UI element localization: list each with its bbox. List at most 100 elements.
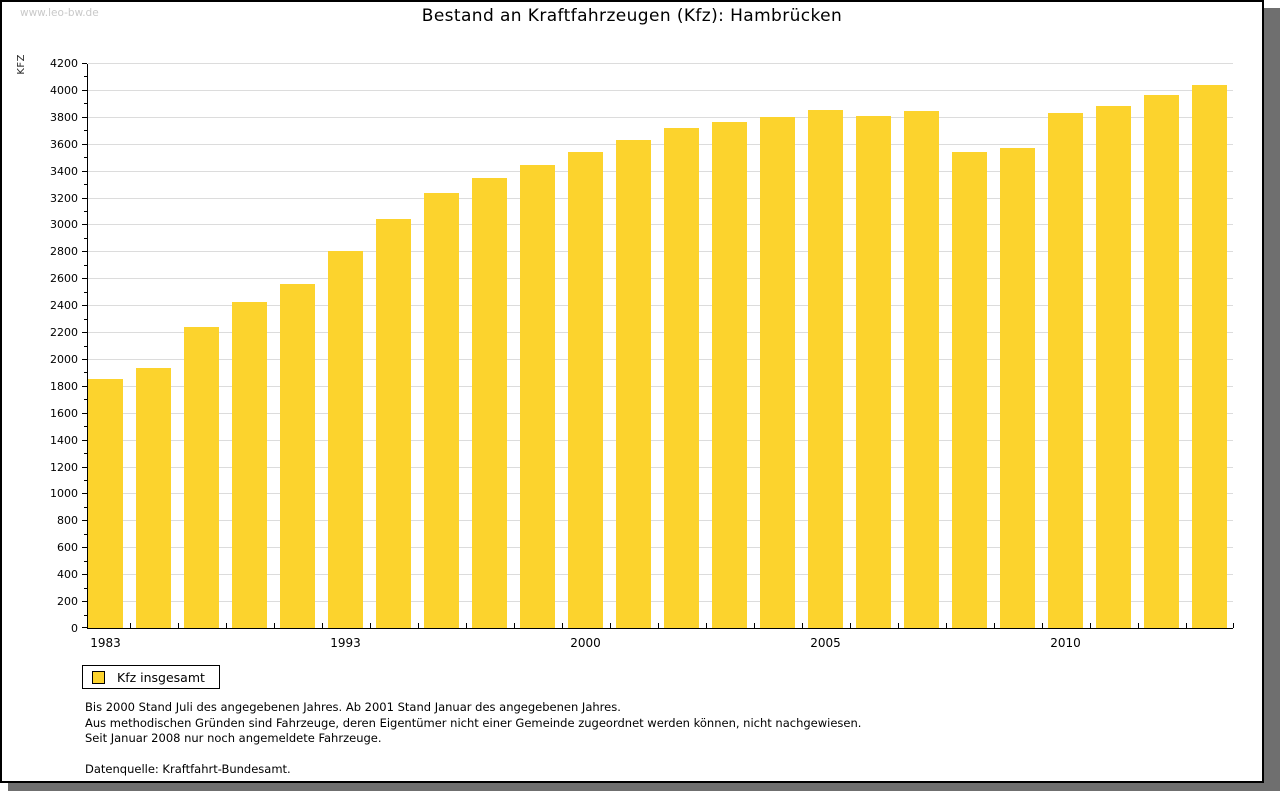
y-tick-label: 1600	[50, 406, 78, 420]
y-tick	[82, 278, 87, 280]
x-tick	[994, 623, 995, 628]
gridline	[88, 439, 1233, 441]
x-tick	[1042, 623, 1043, 628]
y-tick-label: 4200	[50, 57, 78, 70]
x-tick	[130, 623, 131, 628]
bar	[1096, 106, 1131, 628]
y-tick	[84, 157, 87, 159]
bar	[1144, 95, 1179, 628]
y-tick	[82, 197, 87, 199]
y-tick	[84, 184, 87, 186]
footnotes: Bis 2000 Stand Juli des angegebenen Jahr…	[85, 700, 861, 777]
bar	[760, 117, 795, 628]
gridline	[88, 224, 1233, 226]
y-tick	[82, 224, 87, 226]
x-tick	[850, 623, 851, 628]
y-tick-label: 2800	[50, 245, 78, 259]
y-tick	[84, 533, 87, 535]
bar	[808, 110, 843, 628]
footnote-line: Bis 2000 Stand Juli des angegebenen Jahr…	[85, 700, 621, 714]
y-tick	[82, 520, 87, 522]
plot-area: 0 200 400 600 800 1000 1200 1400 1600 1800 2000 220…	[50, 57, 1234, 650]
x-tick	[1138, 623, 1139, 628]
bar	[1000, 148, 1035, 628]
y-tick-label: 1200	[50, 460, 78, 474]
y-tick	[84, 560, 87, 562]
y-tick	[82, 89, 87, 91]
footnote-line: Seit Januar 2008 nur noch angemeldete Fa…	[85, 731, 382, 745]
x-tick	[1233, 623, 1234, 628]
x-tick	[562, 623, 563, 628]
gridline	[88, 305, 1233, 307]
y-tick-label: 3800	[50, 110, 78, 124]
x-tick-label: 1983	[90, 636, 121, 650]
y-tick-label: 2600	[50, 272, 78, 286]
y-tick	[82, 305, 87, 307]
bar	[712, 122, 747, 628]
gridline	[88, 170, 1233, 172]
y-tick	[84, 506, 87, 508]
x-tick	[178, 623, 179, 628]
y-tick	[82, 627, 87, 628]
y-tick	[82, 412, 87, 414]
y-tick-label: 3400	[50, 164, 78, 178]
y-tick-label: 2200	[50, 326, 78, 340]
y-tick	[82, 385, 87, 387]
x-tick	[322, 623, 323, 628]
bar	[616, 140, 651, 628]
x-tick	[466, 623, 467, 628]
gridline	[88, 466, 1233, 468]
y-tick	[82, 466, 87, 468]
gridline	[88, 143, 1233, 145]
x-tick	[418, 623, 419, 628]
bar	[88, 379, 123, 628]
bar	[568, 152, 603, 628]
chart-title: Bestand an Kraftfahrzeugen (Kfz): Hambrü…	[421, 6, 843, 26]
bar	[664, 128, 699, 628]
watermark: www.leo-bw.de	[20, 7, 99, 19]
y-tick	[82, 143, 87, 145]
bar	[856, 116, 891, 628]
gridline	[88, 358, 1233, 360]
footnote-source: Datenquelle: Kraftfahrt-Bundesamt.	[85, 761, 291, 776]
x-tick	[226, 623, 227, 628]
gridline	[88, 63, 1233, 64]
x-tick	[802, 623, 803, 628]
y-tick	[84, 372, 87, 374]
x-tick-label: 1993	[330, 636, 361, 650]
y-tick	[84, 318, 87, 320]
bar	[232, 302, 267, 628]
y-tick	[84, 480, 87, 482]
gridline	[88, 493, 1233, 495]
y-tick-label: 800	[57, 514, 78, 528]
bar	[136, 368, 171, 628]
y-tick	[82, 493, 87, 495]
x-tick-label: 2010	[1050, 636, 1081, 650]
y-tick	[82, 439, 87, 441]
y-tick	[84, 130, 87, 132]
y-tick	[84, 399, 87, 401]
y-tick	[82, 170, 87, 172]
y-tick-label: 0	[71, 622, 78, 635]
y-tick-label: 3600	[50, 137, 78, 151]
y-tick	[82, 547, 87, 549]
y-tick-label: 1400	[50, 433, 78, 447]
x-tick-label: 2000	[570, 636, 601, 650]
y-tick	[82, 116, 87, 118]
bar	[328, 251, 363, 628]
y-tick	[82, 63, 87, 64]
y-axis-label: KFZ	[16, 54, 27, 75]
x-tick	[610, 623, 611, 628]
gridline	[88, 385, 1233, 387]
legend-box: Kfz insgesamt	[82, 665, 220, 689]
bar	[424, 193, 459, 628]
y-tick-label: 200	[57, 595, 78, 609]
bar	[472, 178, 507, 628]
gridline	[88, 116, 1233, 118]
gridline	[88, 278, 1233, 280]
bar	[904, 111, 939, 628]
y-tick	[82, 601, 87, 603]
y-tick	[84, 587, 87, 589]
gridline	[88, 574, 1233, 576]
legend-label: Kfz insgesamt	[117, 669, 205, 685]
